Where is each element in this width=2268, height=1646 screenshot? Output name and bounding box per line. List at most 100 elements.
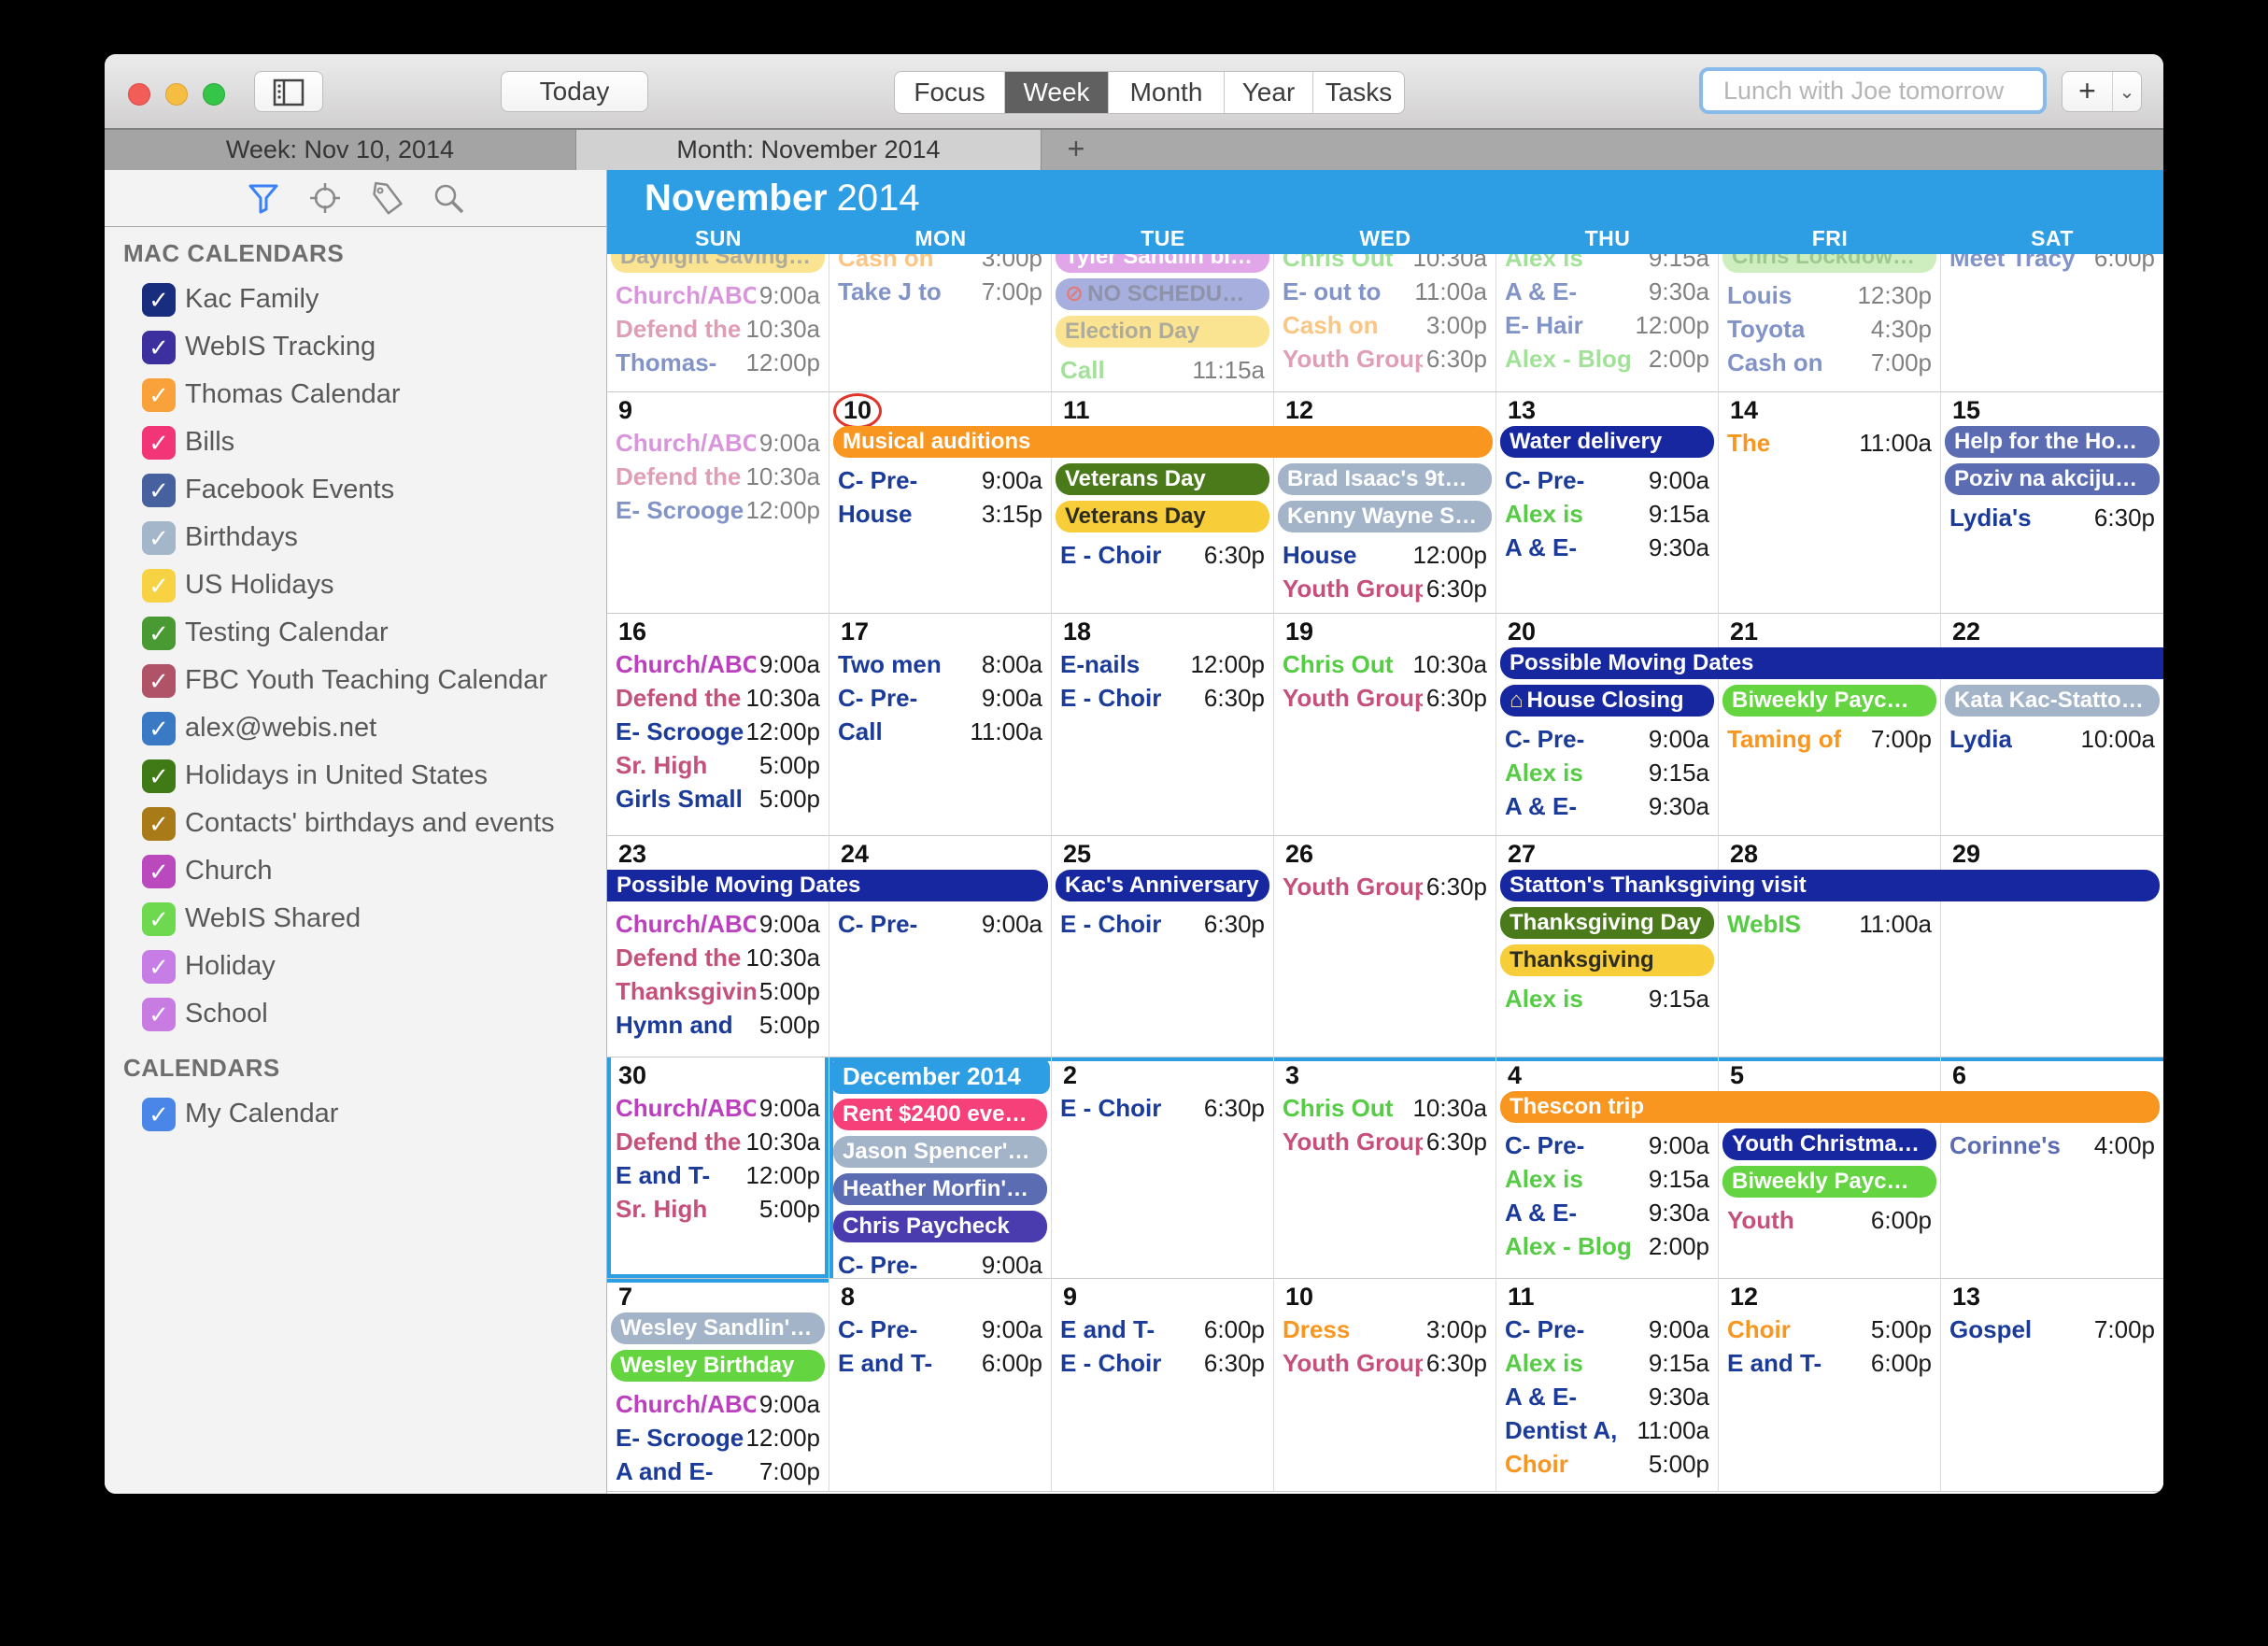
event-item[interactable]: A & E- 9:30a — [1496, 1196, 1718, 1229]
event-item[interactable]: Toyota 4:30p — [1719, 312, 1940, 346]
event-item[interactable]: Defend the 10:30a — [607, 681, 829, 715]
day-cell[interactable]: 13 Gospel 7:00p — [1941, 1279, 2163, 1492]
target-icon[interactable] — [308, 181, 342, 215]
day-cell[interactable]: 2 E - Choir 6:30p — [1052, 1057, 1274, 1279]
sidebar-item-holiday[interactable]: ✓ Holiday — [105, 944, 607, 991]
sidebar-item-facebook-events[interactable]: ✓ Facebook Events — [105, 467, 607, 515]
calendar-checkbox[interactable]: ✓ — [142, 378, 176, 412]
event-item[interactable]: Youth Group 6:30p — [1274, 342, 1495, 376]
search-icon[interactable] — [432, 181, 465, 215]
event-item[interactable]: Youth Group 6:30p — [1274, 681, 1495, 715]
sidebar-item-birthdays[interactable]: ✓ Birthdays — [105, 515, 607, 562]
event-item[interactable]: C- Pre- 9:00a — [829, 463, 1051, 497]
event-item[interactable]: E- Scrooge 12:00p — [607, 1421, 829, 1454]
day-cell[interactable]: 10 Dress 3:00p Youth Group 6:30p — [1274, 1279, 1496, 1492]
event-item[interactable]: Defend the 10:30a — [607, 312, 829, 346]
day-cell[interactable]: Cash on 3:00p Take J to 7:00p — [829, 254, 1052, 392]
sidebar-item-school[interactable]: ✓ School — [105, 991, 607, 1039]
day-cell[interactable]: 15 Help for the Ho… Poziv na akciju… Lydia'… — [1941, 392, 2163, 614]
calendar-checkbox[interactable]: ✓ — [142, 807, 176, 841]
event-item[interactable]: A & E- 9:30a — [1496, 789, 1718, 823]
event-banner[interactable]: Tyler Sandlin bi… — [1056, 254, 1269, 273]
event-item[interactable]: E and T- 12:00p — [607, 1158, 829, 1192]
new-tab-button[interactable]: + — [1067, 132, 1085, 165]
event-banner[interactable]: Wesley Sandlin'… — [611, 1313, 825, 1344]
calendar-checkbox[interactable]: ✓ — [142, 331, 176, 364]
event-banner[interactable]: Daylight Saving… — [611, 254, 825, 273]
event-banner[interactable]: ⌂ House Closing — [1500, 685, 1714, 717]
calendar-checkbox[interactable]: ✓ — [142, 712, 176, 745]
event-item[interactable]: Alex is 9:15a — [1496, 254, 1718, 275]
multiday-event-banner[interactable]: Statton's Thanksgiving visit — [1500, 870, 2160, 901]
sidebar-item-fbc-youth-teaching-calendar[interactable]: ✓ FBC Youth Teaching Calendar — [105, 658, 607, 705]
event-item[interactable]: E- out to 11:00a — [1274, 275, 1495, 308]
event-banner[interactable]: Rent $2400 eve… — [833, 1099, 1047, 1130]
event-item[interactable]: E- Scrooge 12:00p — [607, 493, 829, 527]
calendar-checkbox[interactable]: ✓ — [142, 1098, 176, 1131]
multiday-event-banner[interactable]: Possible Moving Dates — [607, 870, 1048, 901]
event-item[interactable]: Alex - Blog 2:00p — [1496, 342, 1718, 376]
event-banner[interactable]: Veterans Day — [1056, 501, 1269, 532]
day-cell[interactable]: 26 Youth Group 6:30p — [1274, 836, 1496, 1057]
tab-month-view[interactable]: Month: November 2014 — [576, 130, 1042, 170]
event-item[interactable]: A & E- 9:30a — [1496, 1380, 1718, 1413]
calendar-checkbox[interactable]: ✓ — [142, 664, 176, 698]
multiday-event-banner[interactable]: Musical auditions — [833, 426, 1493, 458]
event-item[interactable]: E - Choir 6:30p — [1052, 681, 1273, 715]
event-item[interactable]: A & E- 9:30a — [1496, 531, 1718, 564]
view-segment-month[interactable]: Month — [1109, 72, 1225, 113]
event-item[interactable]: E-nails 12:00p — [1052, 647, 1273, 681]
calendar-checkbox[interactable]: ✓ — [142, 950, 176, 984]
event-item[interactable]: Church/ABC 9:00a — [607, 278, 829, 312]
event-item[interactable]: Alex is 9:15a — [1496, 982, 1718, 1015]
view-segment-week[interactable]: Week — [1005, 72, 1109, 113]
day-cell[interactable]: 11 C- Pre- 9:00a Alex is 9:15a A & E- 9:30a Den… — [1496, 1279, 1719, 1492]
sidebar-item-my-calendar[interactable]: ✓ My Calendar — [105, 1091, 607, 1139]
day-cell[interactable]: 9 E and T- 6:00p E - Choir 6:30p — [1052, 1279, 1274, 1492]
event-item[interactable]: C- Pre- 9:00a — [829, 681, 1051, 715]
event-item[interactable]: Dress 3:00p — [1274, 1313, 1495, 1346]
event-item[interactable]: C- Pre- 9:00a — [829, 1313, 1051, 1346]
chevron-down-icon[interactable]: ⌄ — [2119, 82, 2135, 103]
event-item[interactable]: Taming of 7:00p — [1719, 722, 1940, 756]
day-cell[interactable]: 8 C- Pre- 9:00a E and T- 6:00p — [829, 1279, 1052, 1492]
quick-entry-input[interactable] — [1703, 71, 2043, 110]
sidebar-item-bills[interactable]: ✓ Bills — [105, 419, 607, 467]
sidebar-item-us-holidays[interactable]: ✓ US Holidays — [105, 562, 607, 610]
event-banner[interactable]: Help for the Ho… — [1945, 426, 2160, 458]
add-event-button[interactable]: + ⌄ — [2062, 71, 2142, 112]
multiday-event-banner[interactable]: Possible Moving Dates — [1500, 647, 2163, 679]
event-item[interactable]: Alex is 9:15a — [1496, 1162, 1718, 1196]
sidebar-item-church[interactable]: ✓ Church — [105, 848, 607, 896]
event-item[interactable]: Thomas- 12:00p — [607, 346, 829, 379]
event-banner[interactable]: Biweekly Payc… — [1722, 1166, 1936, 1198]
event-item[interactable]: Alex is 9:15a — [1496, 1346, 1718, 1380]
event-item[interactable]: C- Pre- 9:00a — [1496, 1128, 1718, 1162]
event-item[interactable]: Louis 12:30p — [1719, 278, 1940, 312]
day-cell[interactable]: Tyler Sandlin bi… ⊘ NO SCHEDU… Election Day… — [1052, 254, 1274, 392]
event-item[interactable]: A and E- 7:00p — [607, 1454, 829, 1488]
event-item[interactable]: Alex is 9:15a — [1496, 756, 1718, 789]
event-item[interactable]: A & E- 9:30a — [1496, 275, 1718, 308]
day-cell[interactable]: December 2014 Rent $2400 eve… Jason Spence… — [829, 1057, 1052, 1279]
day-cell[interactable]: 19 Chris Out 10:30a Youth Group 6:30p — [1274, 614, 1496, 836]
event-item[interactable]: E - Choir 6:30p — [1052, 1091, 1273, 1125]
event-item[interactable]: House 12:00p — [1274, 538, 1495, 572]
minimize-button[interactable] — [165, 83, 188, 106]
tab-week-view[interactable]: Week: Nov 10, 2014 — [105, 130, 576, 170]
event-item[interactable]: Church/ABC 9:00a — [607, 647, 829, 681]
view-segment-tasks[interactable]: Tasks — [1325, 78, 1393, 106]
calendar-checkbox[interactable]: ✓ — [142, 902, 176, 936]
event-banner[interactable]: Veterans Day — [1056, 463, 1269, 495]
event-item[interactable]: Lydia 10:00a — [1941, 722, 2163, 756]
event-item[interactable]: Meet Tracy 6:00p — [1941, 254, 2163, 275]
event-item[interactable]: The 11:00a — [1719, 426, 1940, 460]
event-item[interactable]: E - Choir 6:30p — [1052, 538, 1273, 572]
event-item[interactable]: E and T- 6:00p — [1719, 1346, 1940, 1380]
multiday-event-banner[interactable]: Thescon trip — [1500, 1091, 2160, 1123]
sidebar-toggle-button[interactable] — [254, 71, 323, 112]
event-item[interactable]: Youth Group 6:30p — [1274, 1346, 1495, 1380]
calendar-checkbox[interactable]: ✓ — [142, 855, 176, 888]
event-item[interactable]: Cash on 3:00p — [829, 254, 1051, 275]
event-item[interactable]: Youth Group 6:30p — [1274, 572, 1495, 605]
